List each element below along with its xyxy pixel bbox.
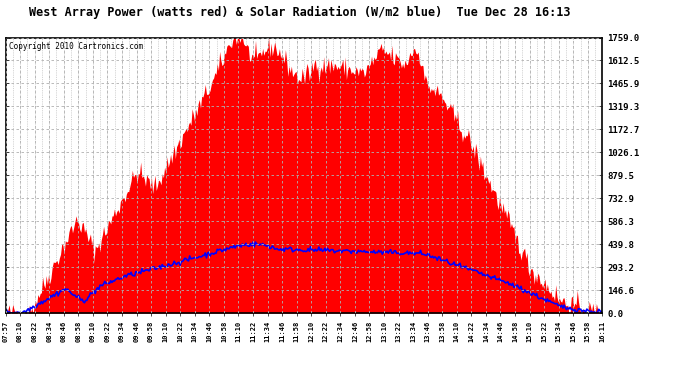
Text: Copyright 2010 Cartronics.com: Copyright 2010 Cartronics.com: [8, 42, 143, 51]
Text: West Array Power (watts red) & Solar Radiation (W/m2 blue)  Tue Dec 28 16:13: West Array Power (watts red) & Solar Rad…: [30, 6, 571, 19]
